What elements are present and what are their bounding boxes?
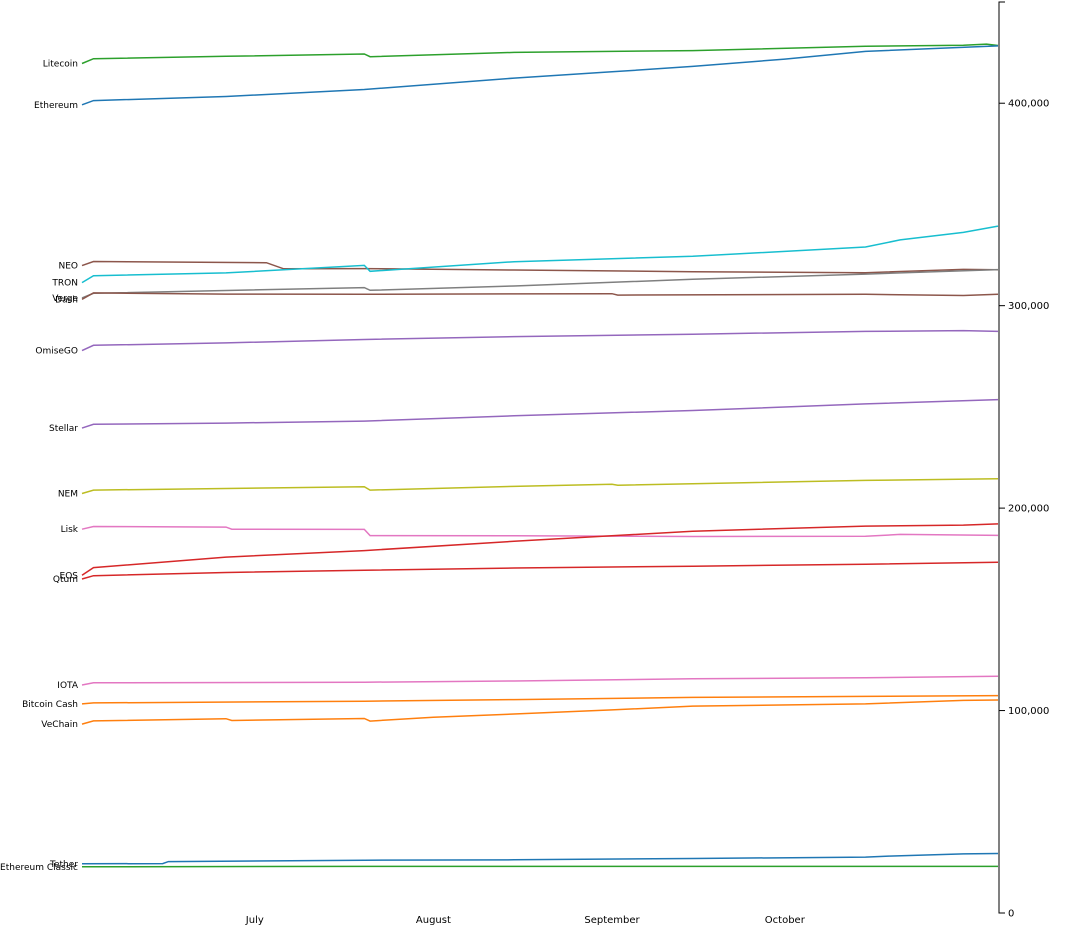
series-line-qtum [81,561,999,580]
series-label-vechain: VeChain [41,720,78,730]
series-label-dash: Dash [55,295,78,305]
y-tick-label: 400,000 [1008,99,1049,110]
series-label-omisego: OmiseGO [35,347,78,357]
series-label-nem: NEM [58,490,78,500]
y-axis: 0 100,000 200,000 300,000 400,000 [998,1,1049,920]
series-line-iota [81,675,999,686]
x-axis: July August September October [245,915,806,926]
series-label-bitcoin-cash: Bitcoin Cash [22,700,78,710]
series-line-verge [81,268,999,299]
series-label-litecoin: Litecoin [43,60,78,70]
series-label-qtum: Qtum [53,575,78,585]
series-line-tron [81,225,999,284]
series-line-neo [81,260,999,274]
series-line-eos [81,523,999,576]
series-label-verge: Verge [52,294,78,304]
x-tick-label: September [584,915,640,926]
series-label-ethereum: Ethereum [34,101,78,111]
y-tick-label: 100,000 [1008,706,1049,717]
series-line-litecoin [81,43,999,65]
series-label-tron: TRON [51,279,78,289]
y-tick-label: 0 [1008,909,1014,920]
series-label-iota: IOTA [57,681,79,691]
series-label-stellar: Stellar [49,424,78,434]
series-label-tether: Tether [49,860,78,870]
series-line-nem [81,478,999,495]
series-lines [81,43,999,868]
series-line-omisego [81,329,999,352]
series-label-eos: EOS [60,571,79,581]
series-line-bitcoin-cash [81,694,999,705]
series-line-vechain [81,699,999,725]
series-line-stellar [81,398,999,429]
series-line-ethereum [81,45,999,106]
x-tick-label: August [416,915,451,926]
series-line-lisk [81,525,999,538]
y-axis-line [998,1,1005,914]
series-label-lisk: Lisk [61,525,79,535]
x-tick-label: October [765,915,806,926]
y-tick-label: 300,000 [1008,301,1049,312]
series-line-tether [81,852,999,865]
series-label-ethereum-classic: Ethereum Classic [0,863,78,873]
series-line-dash [81,292,999,301]
y-tick-label: 200,000 [1008,504,1049,515]
x-tick-label: July [245,915,264,926]
series-label-neo: NEO [58,262,78,272]
